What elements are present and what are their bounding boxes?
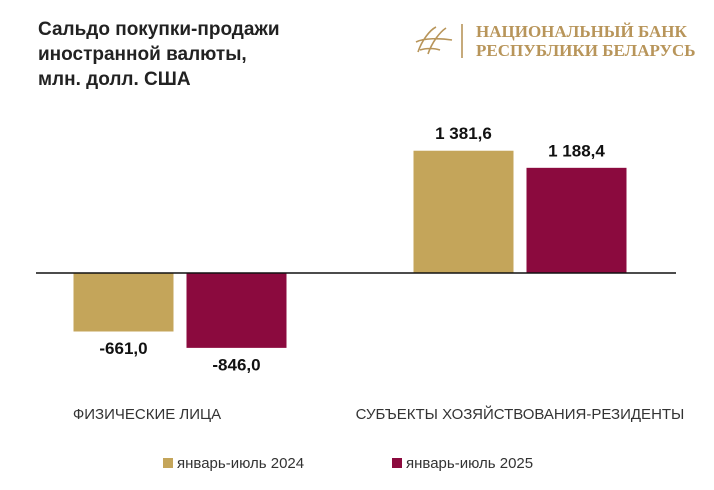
legend-swatch [163,458,173,468]
chart-title: иностранной валюты, [38,44,247,65]
x-tick-label: СУБЪЕКТЫ ХОЗЯЙСТВОВАНИЯ-РЕЗИДЕНТЫ [356,405,685,423]
legend-swatch [392,458,402,468]
chart-title: Сальдо покупки-продажи [38,19,280,40]
value-label: -846,0 [212,355,260,374]
bar [526,167,627,273]
legend-label: январь-июль 2024 [177,455,304,472]
value-label: -661,0 [99,339,147,358]
logo-emblem [415,24,463,58]
legend-label: январь-июль 2025 [406,455,533,472]
value-label: 1 381,6 [435,124,492,143]
logo-text: НАЦИОНАЛЬНЫЙ БАНК [476,22,687,41]
bar [186,273,287,348]
x-tick-label: ФИЗИЧЕСКИЕ ЛИЦА [73,406,221,423]
logo-text: РЕСПУБЛИКИ БЕЛАРУСЬ [476,41,695,60]
bar [413,150,514,273]
value-label: 1 188,4 [548,141,605,160]
bar [73,273,174,332]
chart-title: млн. долл. США [38,69,191,90]
